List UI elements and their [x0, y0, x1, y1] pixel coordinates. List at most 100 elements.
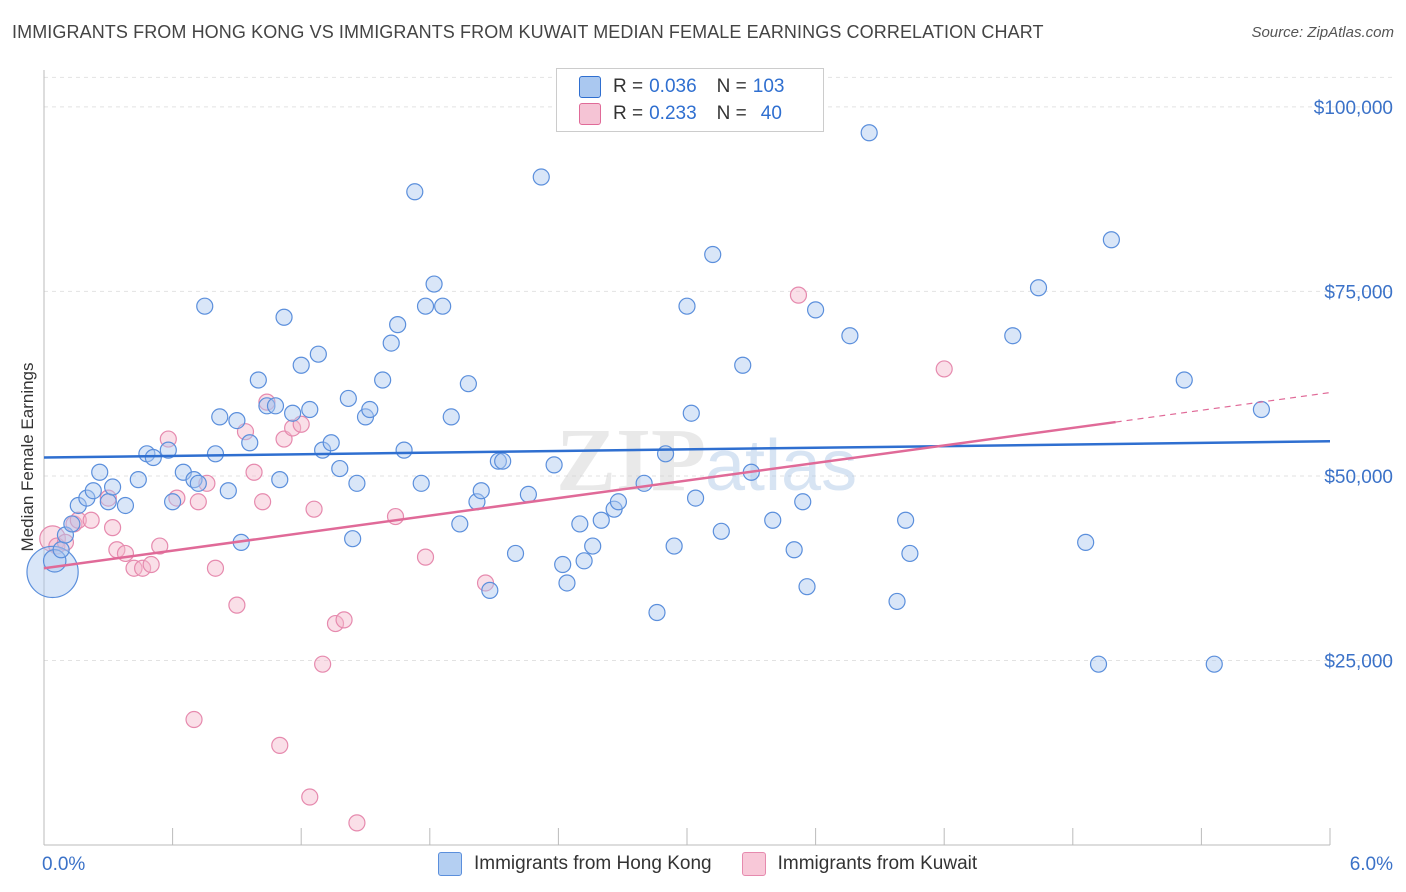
- hong-kong-point: [266, 397, 285, 415]
- kuwait-point: [326, 614, 345, 633]
- kuwait-point: [935, 360, 953, 378]
- hong-kong-point: [712, 522, 730, 540]
- hong-kong-point: [301, 400, 319, 419]
- x-tick-label: 0.0%: [42, 854, 85, 875]
- hong-kong-point: [249, 371, 267, 389]
- hong-kong-point: [196, 297, 214, 315]
- chart-title: IMMIGRANTS FROM HONG KONG VS IMMIGRANTS …: [12, 22, 1044, 42]
- hong-kong-point: [129, 471, 147, 489]
- tick-labels: $25,000 $50,000 $75,000 $100,000 0.0% 6.0%: [42, 98, 1393, 875]
- hong-kong-point: [219, 482, 237, 500]
- hong-kong-point: [63, 515, 81, 533]
- hong-kong-point: [558, 574, 576, 592]
- kuwait-point: [189, 493, 207, 511]
- kuwait-point: [151, 537, 169, 555]
- source-label: Source: ZipAtlas.com: [1251, 24, 1394, 41]
- hong-kong-point: [116, 496, 135, 515]
- hong-kong-point: [704, 245, 722, 264]
- y-tick-label: $100,000: [1314, 98, 1393, 119]
- hong-kong-point: [412, 474, 430, 492]
- y-tick-label: $25,000: [1324, 651, 1393, 672]
- hong-kong-point: [292, 356, 310, 374]
- hong-kong-point: [434, 297, 452, 315]
- kuwait-point: [133, 559, 152, 577]
- hong-kong-point: [656, 445, 675, 463]
- hong-kong-point: [331, 459, 349, 478]
- hong-kong-swatch: [579, 76, 601, 98]
- hong-kong-point: [506, 544, 525, 563]
- hong-kong-point: [309, 345, 327, 363]
- hong-kong-point: [91, 463, 109, 481]
- hong-kong-point: [271, 471, 289, 489]
- kuwait-point: [254, 493, 272, 511]
- hong-kong-point: [545, 456, 563, 474]
- legend-item-kuwait[interactable]: Immigrants from Kuwait: [741, 852, 978, 876]
- hong-kong-point: [682, 404, 700, 422]
- kuwait-point: [271, 736, 289, 754]
- kuwait-point: [99, 489, 117, 507]
- hong-kong-point: [1102, 231, 1120, 249]
- y-tick-label: $75,000: [1324, 282, 1393, 303]
- hong-kong-point: [144, 448, 162, 467]
- series-legend: Immigrants from Hong Kong Immigrants fro…: [438, 852, 1007, 876]
- r-label: R =: [613, 103, 644, 124]
- hong-kong-point: [322, 434, 340, 452]
- kuwait-point: [789, 286, 808, 304]
- hong-kong-point: [785, 541, 803, 559]
- hong-kong-point: [1029, 279, 1048, 297]
- hong-kong-point: [1175, 371, 1193, 389]
- hong-kong-point: [382, 334, 400, 352]
- kuwait-point: [416, 548, 435, 566]
- hong-kong-point: [592, 511, 610, 529]
- watermark-zip: ZIP: [556, 411, 706, 510]
- r-label: R =: [613, 76, 644, 97]
- hong-kong-point: [584, 537, 602, 555]
- hong-kong-point: [686, 489, 705, 507]
- kuwait-point: [142, 555, 160, 574]
- legend-item-hong-kong[interactable]: Immigrants from Hong Kong: [438, 852, 712, 876]
- hong-kong-point: [451, 515, 469, 533]
- hong-kong-point: [806, 301, 825, 319]
- kuwait-point: [82, 511, 100, 529]
- hong-kong-point: [416, 297, 435, 315]
- hong-kong-point: [571, 515, 589, 533]
- hong-kong-point: [1089, 655, 1108, 673]
- watermark: ZIP atlas: [556, 411, 857, 510]
- hong-kong-point: [489, 452, 507, 470]
- hong-kong-point: [897, 511, 915, 529]
- hong-kong-point: [211, 408, 229, 426]
- kuwait-swatch: [579, 103, 601, 125]
- hong-kong-point: [481, 581, 499, 599]
- hong-kong-point: [1205, 655, 1223, 673]
- n-label: N =: [716, 103, 747, 124]
- hong-kong-point: [635, 474, 653, 492]
- hong-kong-point: [442, 408, 460, 426]
- kuwait-point: [314, 655, 332, 673]
- kuwait-point: [228, 596, 246, 614]
- hong-kong-point: [472, 482, 490, 500]
- y-axis-label: Median Female Earnings: [18, 363, 37, 552]
- legend-row-kuwait: R = 0.233 N = 40: [579, 101, 782, 127]
- legend-label: Immigrants from Kuwait: [777, 853, 978, 874]
- hong-kong-point: [84, 482, 102, 500]
- hong-kong-swatch: [438, 852, 462, 876]
- hong-kong-point: [1252, 400, 1271, 419]
- n-label: N =: [716, 76, 747, 97]
- hong-kong-points: [26, 124, 1271, 673]
- kuwait-swatch: [741, 852, 766, 876]
- x-tick-label: 6.0%: [1350, 854, 1393, 875]
- legend-row-hong-kong: R = 0.036 N = 103: [579, 74, 784, 100]
- kuwait-point: [305, 500, 323, 518]
- hong-kong-point: [284, 404, 302, 422]
- hong-kong-point: [554, 555, 572, 574]
- hong-kong-point: [575, 552, 593, 570]
- n-value: 103: [752, 76, 785, 97]
- kuwait-point: [206, 559, 225, 577]
- hong-kong-point: [275, 308, 293, 326]
- trend-lines: [43, 391, 1331, 570]
- hong-kong-point: [103, 478, 122, 496]
- kuwait-points: [39, 286, 953, 832]
- hong-kong-trend-line: [43, 440, 1331, 459]
- r-value: 0.036: [649, 76, 697, 97]
